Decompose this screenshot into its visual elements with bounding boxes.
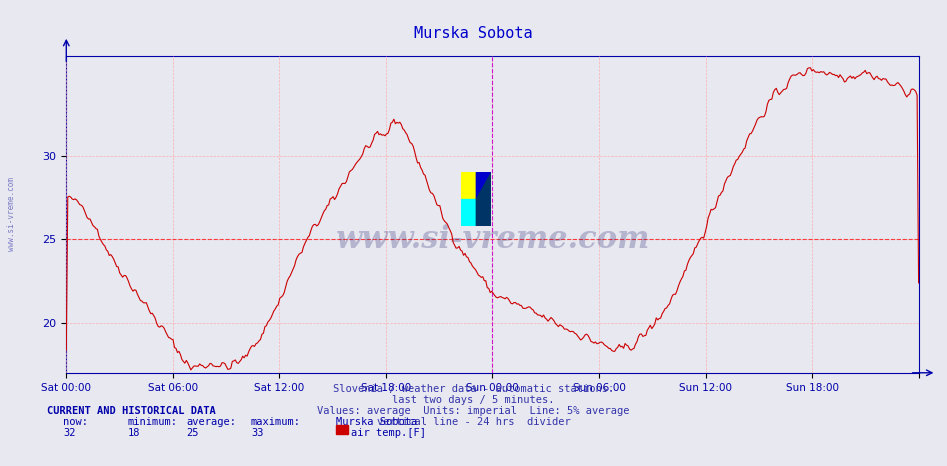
Text: 18: 18 bbox=[128, 428, 140, 438]
Bar bbox=[461, 172, 476, 199]
Text: average:: average: bbox=[187, 417, 237, 427]
Text: minimum:: minimum: bbox=[128, 417, 178, 427]
Polygon shape bbox=[476, 172, 491, 199]
Text: Values: average  Units: imperial  Line: 5% average: Values: average Units: imperial Line: 5%… bbox=[317, 406, 630, 416]
Text: www.si-vreme.com: www.si-vreme.com bbox=[335, 224, 650, 255]
Text: 25: 25 bbox=[187, 428, 199, 438]
Text: last two days / 5 minutes.: last two days / 5 minutes. bbox=[392, 395, 555, 405]
Polygon shape bbox=[476, 172, 491, 226]
Text: www.si-vreme.com: www.si-vreme.com bbox=[7, 178, 16, 251]
Text: Murska Sobota: Murska Sobota bbox=[336, 417, 418, 427]
Text: Murska Sobota: Murska Sobota bbox=[414, 26, 533, 41]
Bar bbox=[461, 199, 476, 226]
Text: CURRENT AND HISTORICAL DATA: CURRENT AND HISTORICAL DATA bbox=[47, 406, 216, 416]
Text: air temp.[F]: air temp.[F] bbox=[351, 428, 426, 438]
Text: 32: 32 bbox=[63, 428, 76, 438]
Text: 33: 33 bbox=[251, 428, 263, 438]
Text: Slovenia / weather data - automatic stations.: Slovenia / weather data - automatic stat… bbox=[333, 384, 614, 394]
Text: now:: now: bbox=[63, 417, 88, 427]
Text: maximum:: maximum: bbox=[251, 417, 301, 427]
Text: vertical line - 24 hrs  divider: vertical line - 24 hrs divider bbox=[377, 417, 570, 426]
